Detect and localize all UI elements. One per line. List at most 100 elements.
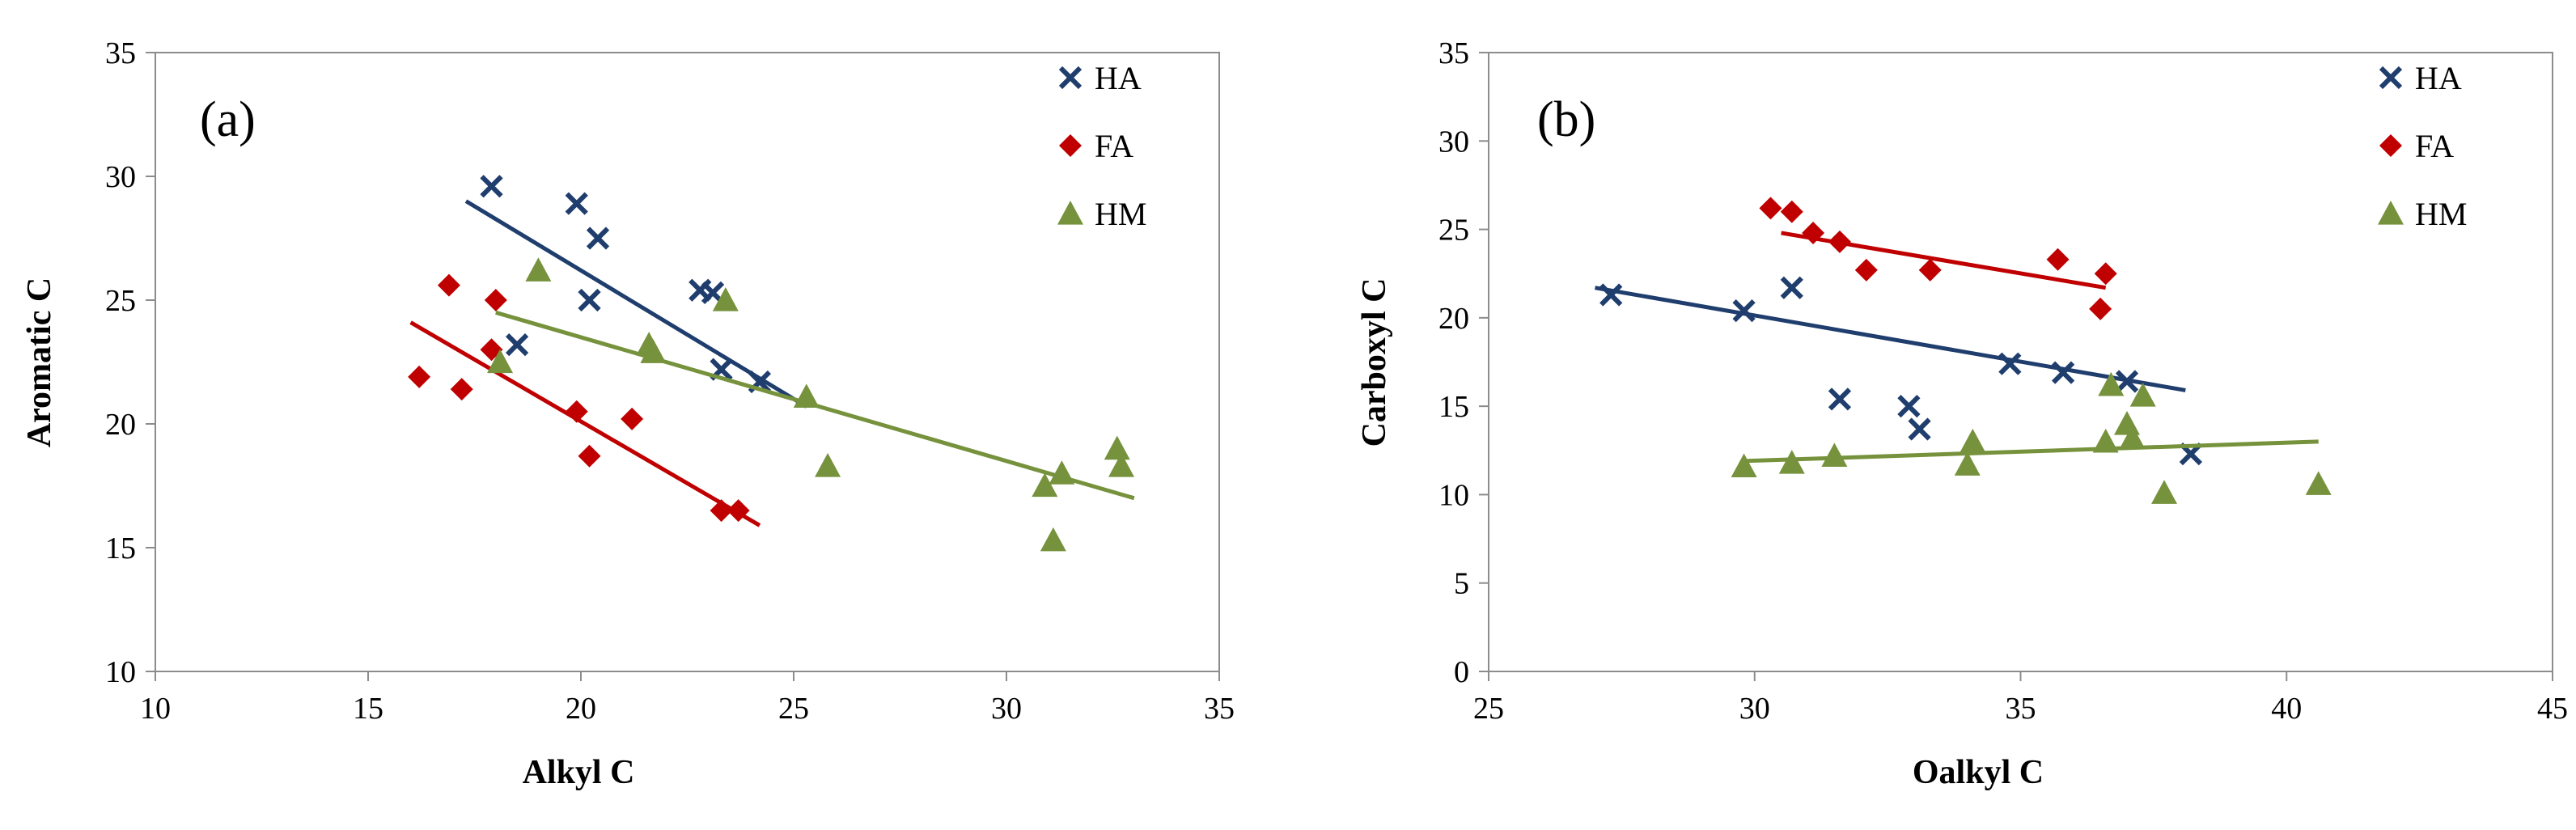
panel-a-series-hm-point-3 [640, 339, 667, 363]
panel-b-legend-label-hm: HM [2415, 196, 2467, 232]
panel-a-series-hm-point-11 [1108, 453, 1135, 477]
panel-a-series-hm-point-4 [487, 349, 514, 374]
panel-b-series-ha-point-5 [1908, 417, 1931, 441]
panel-b-series-ha-point-6-stroke-2 [1998, 352, 2022, 375]
panel-a-series-ha [464, 175, 808, 409]
panel-a-series-hm-point-1 [712, 287, 739, 311]
panel-b-series-hm [1731, 371, 2332, 504]
panel-b-x-tick-label-45: 45 [2537, 692, 2568, 726]
panel-b-series-hm-point-11 [2305, 471, 2332, 495]
panel-a-series-ha-point-3 [578, 288, 601, 312]
panel-a-series-ha-point-1 [565, 192, 588, 215]
panel-b-legend-label-fa: FA [2415, 128, 2454, 164]
panel-b-series-fa-point-6 [2046, 248, 2070, 271]
panel-b-series-ha-point-0 [1599, 283, 1623, 307]
panel-b-series-fa-point-1 [1780, 200, 1803, 223]
panel-a-y-tick-label-10: 10 [105, 655, 136, 689]
panel-b-series-hm-point-3 [1954, 451, 1981, 476]
panel-a-x-tick-label-10: 10 [140, 692, 171, 726]
panel-a: 10 15 20 25 30 35 10 15 20 25 30 35 Alkyl C Aromatic … [21, 36, 1235, 791]
panel-a-series-fa-point-3 [408, 365, 431, 388]
panel-b-y-axis-title: Carboxyl C [1356, 278, 1393, 447]
panel-b-series-hm-point-9 [2129, 383, 2156, 407]
panel-a-legend-label-fa: FA [1095, 128, 1133, 164]
panel-a-series-fa-trendline [409, 320, 761, 527]
panel-a-series-fa-point-9 [727, 499, 750, 523]
panel-b-series-hm-point-1 [1778, 450, 1805, 474]
panel-b-series-ha [1595, 276, 2203, 466]
panel-b-x-tick-label-30: 30 [1739, 692, 1770, 726]
panel-b-legend-label-ha: HA [2415, 60, 2462, 96]
panel-a-legend: HA FA HM [1057, 60, 1146, 232]
panel-b-series-fa-point-5 [1918, 258, 1942, 282]
panel-b-series-fa [1759, 197, 2117, 320]
panel-b-legend-marker-ha-stroke-2 [2379, 66, 2403, 90]
panel-a-series-fa-point-6 [621, 407, 644, 430]
panel-a-x-tick-label-30: 30 [991, 692, 1022, 726]
panel-b-series-ha-point-7-stroke-2 [2051, 361, 2075, 384]
panel-a-series-ha-point-2-stroke-2 [586, 227, 610, 250]
panel-a-legend-marker-ha-stroke-2 [1058, 66, 1083, 90]
panel-b-series-ha-point-5-stroke-2 [1908, 417, 1931, 441]
panel-b-series-ha-point-2-stroke-2 [1780, 276, 1803, 299]
panel-a-x-tick-label-20: 20 [566, 692, 596, 726]
panel-b-series-ha-point-3-stroke-2 [1828, 387, 1852, 411]
panel-b-series-ha-trendline [1595, 286, 2186, 392]
panel-b-x-tick-label-40: 40 [2271, 692, 2302, 726]
panel-a-legend-marker-ha [1058, 66, 1083, 90]
panel-b-series-ha-point-8 [2115, 370, 2139, 393]
panel-b-legend: HA FA HM [2378, 60, 2467, 232]
panel-b-series-ha-point-2 [1780, 276, 1803, 299]
panel-a-series-hm [487, 257, 1135, 552]
panel-b-series-ha-point-1-stroke-2 [1732, 299, 1756, 323]
panel-b-y-tick-label-25: 25 [1438, 214, 1469, 248]
panel-a-series-fa-point-0 [437, 273, 460, 297]
panel-b-series-fa-point-8 [2089, 297, 2112, 320]
panel-a-x-tick-label-15: 15 [353, 692, 383, 726]
panel-b-y-tick-label-35: 35 [1438, 36, 1469, 70]
panel-b-legend-marker-ha [2379, 66, 2403, 90]
panel-a-series-fa-point-5 [565, 400, 588, 423]
panel-b-series-hm-point-6 [2098, 371, 2125, 396]
panel-a-series-fa-point-1 [484, 289, 507, 311]
panel-a-plot-frame [155, 52, 1220, 672]
panel-a-y-tick-label-15: 15 [105, 531, 136, 565]
panel-b-series-hm-point-10 [2151, 480, 2178, 504]
panel-a-series-ha-point-4 [505, 332, 529, 357]
panel-a-series-hm-point-0 [525, 257, 552, 282]
panel-b: 25 30 35 40 45 0 5 10 15 20 25 30 35 Oalkyl C Carboxyl… [1356, 36, 2568, 791]
panel-b-series-fa-point-7 [2094, 262, 2117, 286]
panel-b-series-fa-point-0 [1759, 197, 1782, 220]
panel-a-series-ha-point-6-stroke-2 [701, 281, 725, 304]
panel-b-legend-marker-hm [2378, 201, 2404, 225]
panel-a-series-hm-point-5 [793, 383, 820, 408]
panel-a-x-tick-label-35: 35 [1204, 692, 1235, 726]
panel-b-series-ha-point-7 [2051, 361, 2075, 384]
panel-a-series-ha-point-0 [480, 175, 503, 198]
panel-a-series-fa [408, 273, 761, 527]
panel-a-series-fa-point-4 [450, 378, 473, 401]
panel-a-y-tick-label-25: 25 [105, 284, 136, 318]
panel-b-series-hm-point-5 [2092, 428, 2119, 453]
panel-b-y-tick-label-5: 5 [1454, 567, 1469, 601]
panel-b-series-ha-point-1 [1732, 299, 1756, 323]
panel-b-series-ha-point-4-stroke-2 [1897, 395, 1921, 418]
panel-a-legend-marker-hm [1057, 201, 1083, 225]
panel-a-series-hm-point-9 [1040, 527, 1066, 552]
panel-b-x-axis-title: Oalkyl C [1913, 754, 2044, 791]
panel-b-series-ha-point-0-stroke-2 [1599, 283, 1623, 307]
panel-b-series-ha-point-3 [1828, 387, 1852, 411]
panel-a-series-ha-point-3-stroke-2 [578, 288, 601, 312]
panel-a-series-hm-point-10 [1104, 435, 1130, 460]
panel-a-series-hm-point-8 [1049, 460, 1075, 485]
panel-b-legend-marker-fa [2379, 134, 2402, 157]
panel-a-series-ha-point-1-stroke-2 [565, 192, 588, 215]
panel-a-panel-label: (a) [200, 92, 256, 147]
panel-a-legend-label-hm: HM [1095, 196, 1146, 232]
panel-b-series-ha-point-6 [1998, 352, 2022, 375]
panel-a-x-axis-title: Alkyl C [523, 754, 635, 791]
panel-b-series-hm-point-2 [1821, 443, 1848, 467]
panel-b-series-fa-point-2 [1802, 221, 1825, 244]
panel-a-series-ha-point-2 [586, 227, 610, 250]
